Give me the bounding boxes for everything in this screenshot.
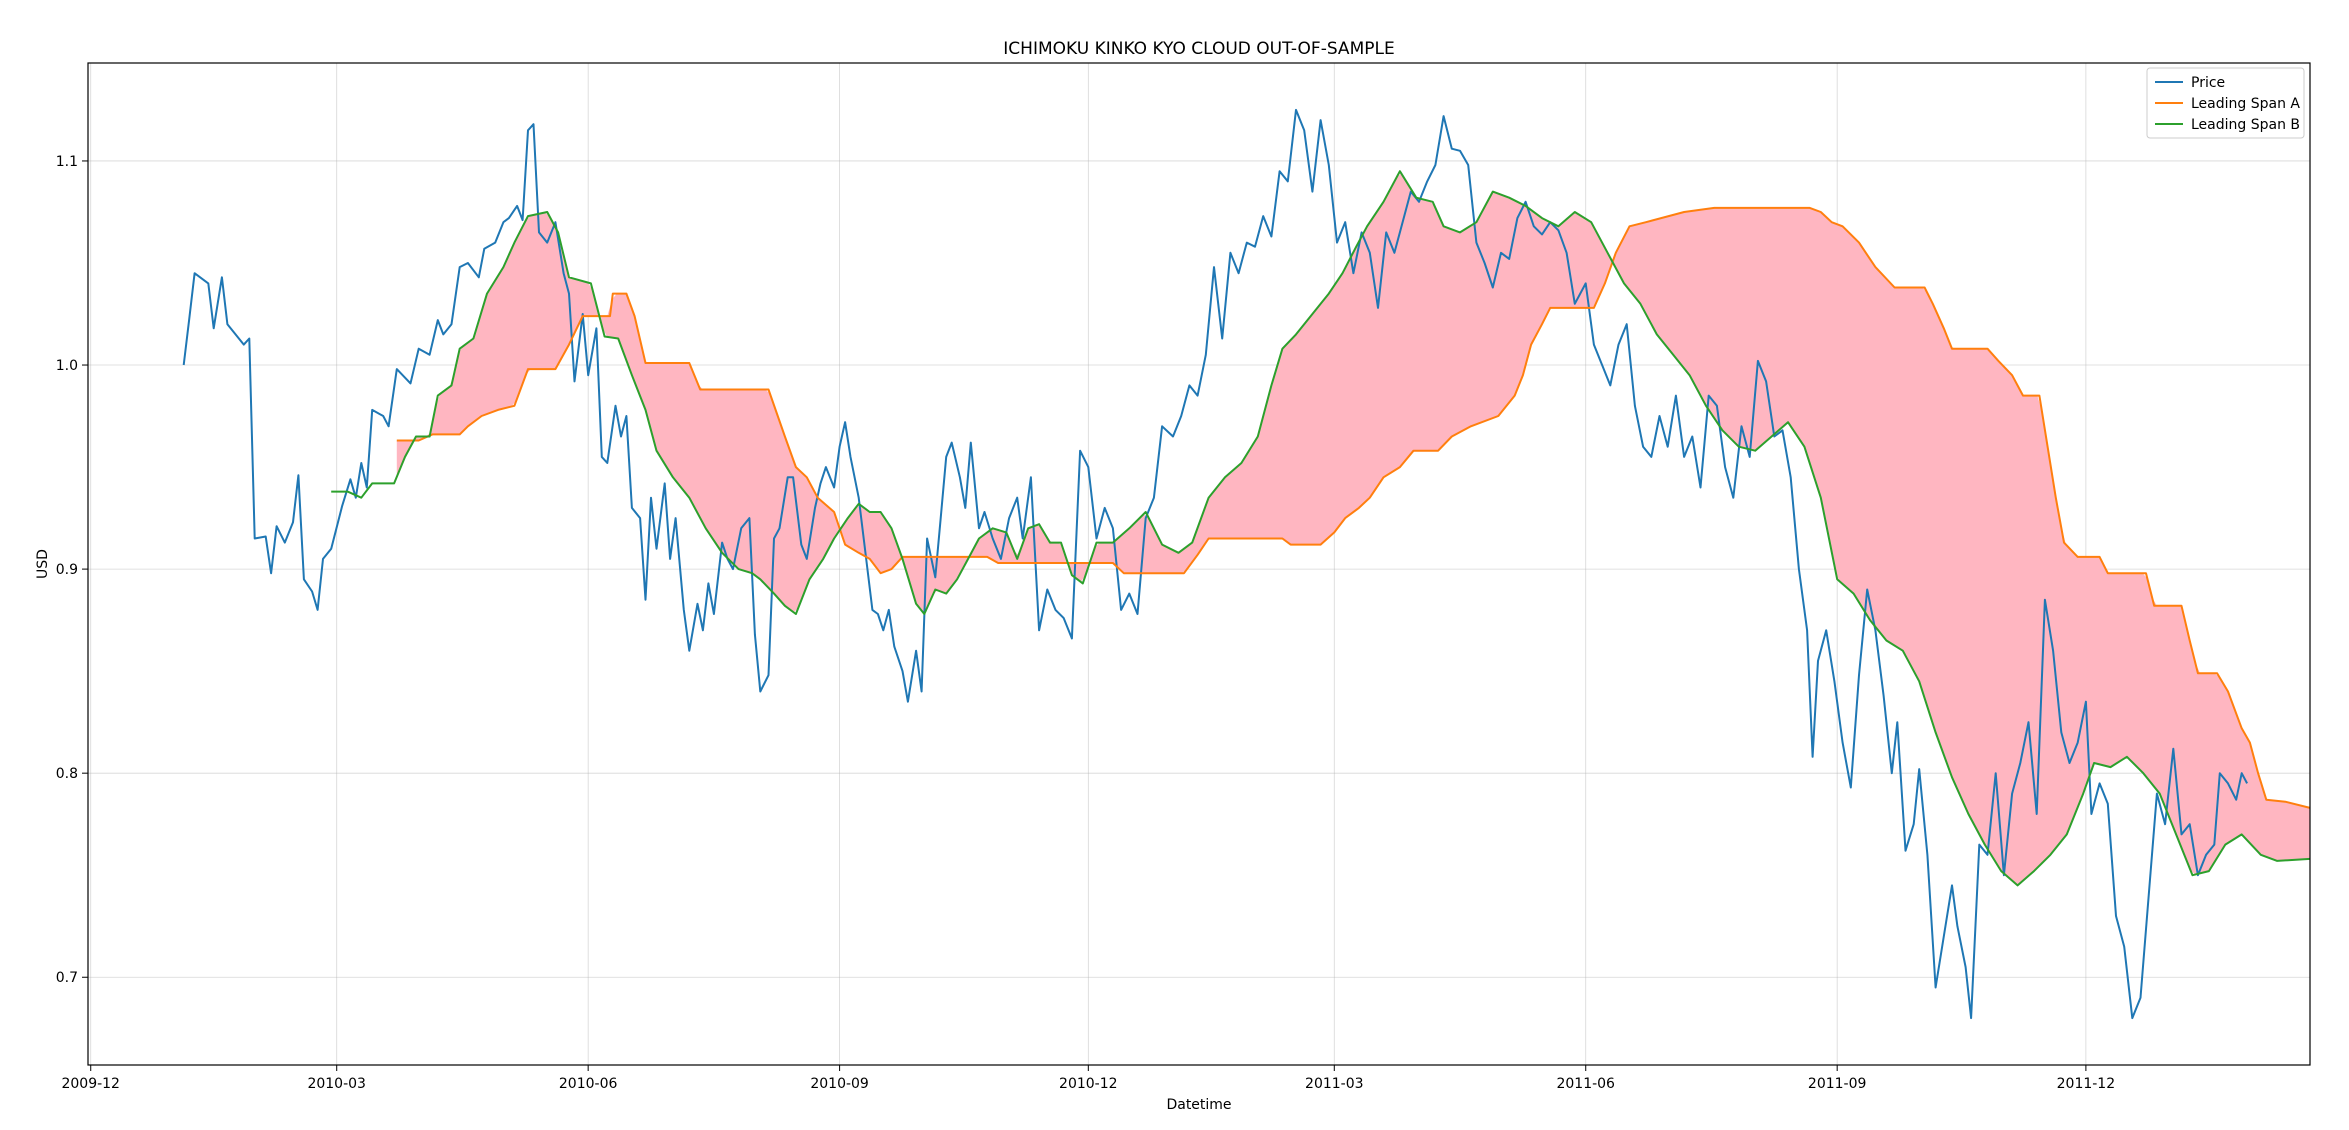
cloud-fill	[396, 173, 2310, 885]
y-tick-label: 1.1	[56, 154, 78, 170]
leading-span-a-line	[396, 206, 2311, 809]
y-axis-title: USD	[35, 549, 51, 579]
price-line	[182, 108, 2248, 1020]
x-tick-label: 2010-12	[1059, 1076, 1118, 1092]
legend-label-leading-span-a: Leading Span A	[2191, 96, 2300, 112]
x-tick-label: 2011-06	[1556, 1076, 1615, 1092]
legend: Price Leading Span A Leading Span B	[2146, 67, 2305, 139]
cloud-area	[396, 173, 2310, 885]
x-tick-label: 2010-03	[307, 1076, 366, 1092]
x-tick-label: 2011-12	[2057, 1076, 2116, 1092]
x-tick-label: 2010-09	[810, 1076, 869, 1092]
y-tick-label: 0.7	[56, 970, 78, 986]
y-tick-label: 0.9	[56, 562, 78, 578]
legend-label-leading-span-b: Leading Span B	[2191, 117, 2300, 133]
x-tick-label: 2009-12	[61, 1076, 120, 1092]
series-lines	[182, 108, 2311, 1020]
axis-ticks: 2009-12 2010-03 2010-06 2010-09 2010-12 2011-…	[56, 154, 2115, 1092]
x-tick-label: 2011-09	[1808, 1076, 1867, 1092]
chart-title: ICHIMOKU KINKO KYO CLOUD OUT-OF-SAMPLE	[1003, 39, 1394, 59]
x-tick-label: 2010-06	[559, 1076, 618, 1092]
legend-box	[2146, 67, 2305, 139]
legend-label-price: Price	[2191, 75, 2225, 91]
y-tick-label: 1.0	[56, 358, 78, 374]
x-axis-title: Datetime	[1166, 1097, 1231, 1113]
x-tick-label: 2011-03	[1305, 1076, 1364, 1092]
plot-frame	[87, 62, 2311, 1066]
leading-span-b-line	[331, 170, 2311, 887]
y-tick-label: 0.8	[56, 766, 78, 782]
